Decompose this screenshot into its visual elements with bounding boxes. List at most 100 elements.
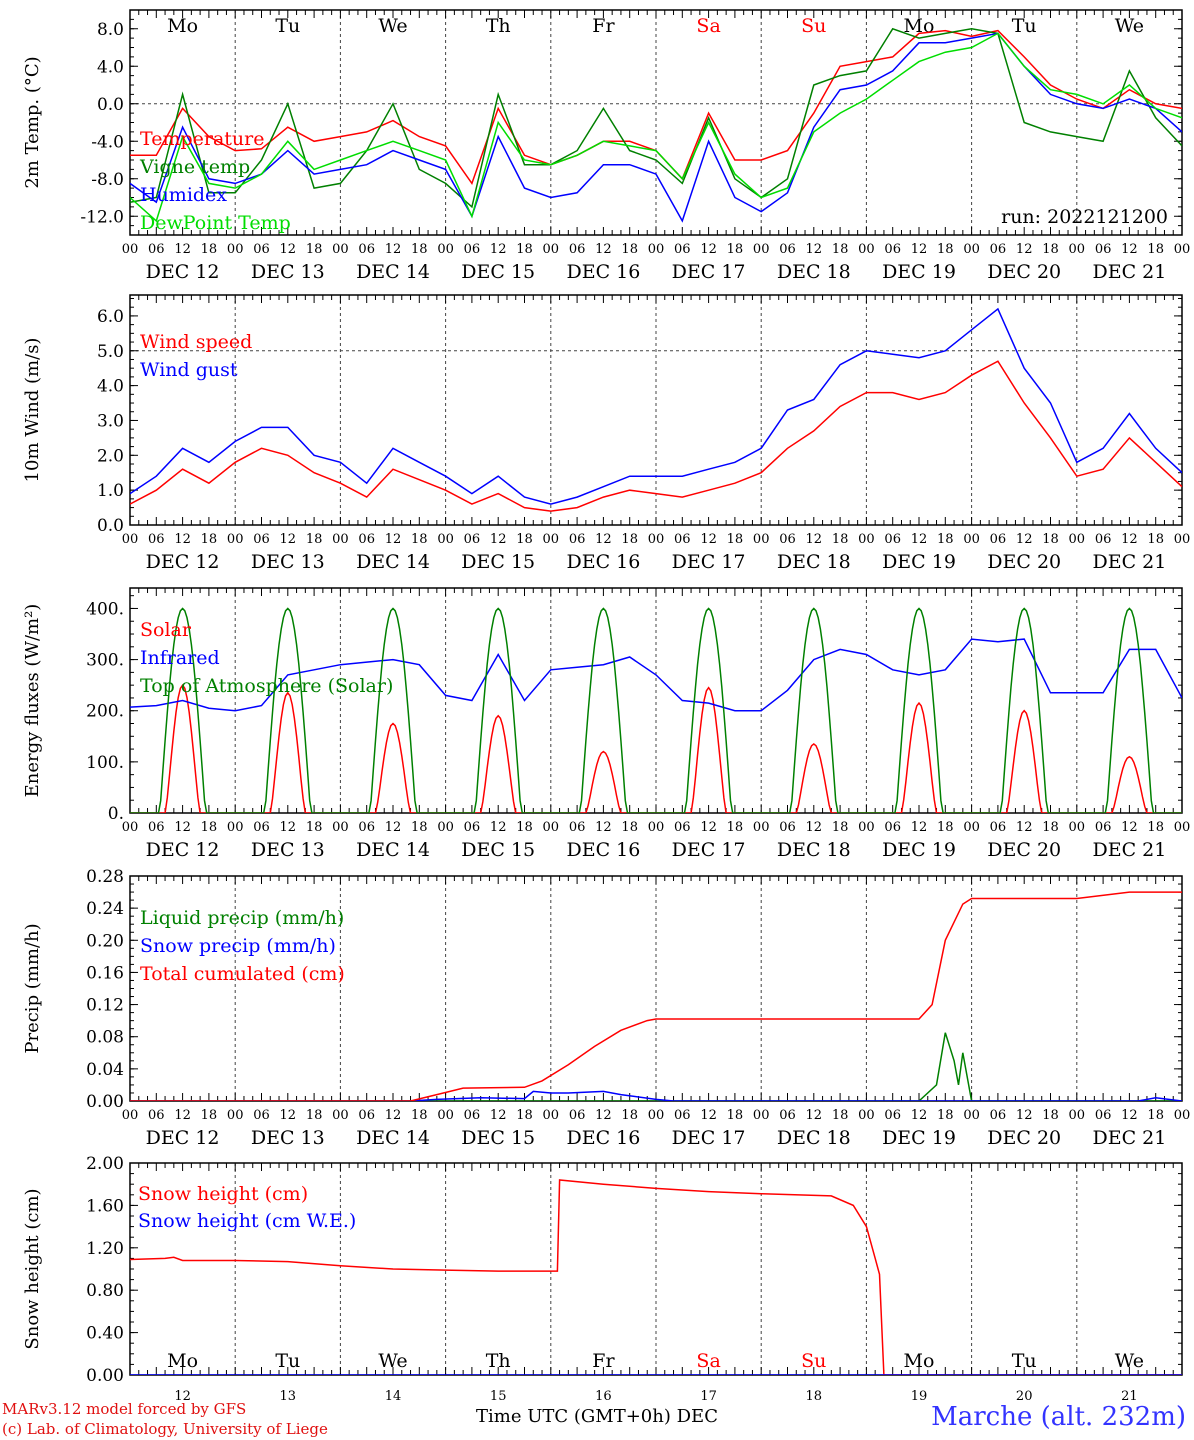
date-label: DEC 15	[461, 551, 535, 573]
y-tick-label: 2.00	[86, 1154, 124, 1174]
hour-tick-label: 00	[1174, 532, 1191, 547]
hour-tick-label: 00	[332, 820, 349, 835]
hour-tick-label: 12	[911, 242, 928, 257]
hour-tick-label: 18	[937, 1108, 954, 1123]
legend-entry: Vigne temp	[139, 156, 250, 178]
date-label: DEC 14	[356, 839, 430, 861]
y-tick-label: 0.40	[86, 1324, 124, 1344]
date-label: DEC 19	[882, 551, 956, 573]
weekday-label: Tu	[275, 1350, 300, 1372]
hour-tick-label: 06	[779, 820, 796, 835]
y-axis-label: Snow height (cm)	[22, 1188, 43, 1349]
hour-tick-label: 00	[332, 1108, 349, 1123]
hour-tick-label: 00	[227, 820, 244, 835]
date-label: DEC 16	[566, 1127, 640, 1149]
hour-tick-label: 00	[122, 820, 139, 835]
day-number-label: 13	[280, 1389, 297, 1404]
hour-tick-label: 06	[464, 532, 481, 547]
legend-entry: Snow height (cm)	[138, 1183, 308, 1205]
y-tick-label: 0.08	[86, 1028, 124, 1048]
hour-tick-label: 06	[884, 532, 901, 547]
weekday-label: Su	[801, 15, 826, 37]
date-label: DEC 12	[146, 839, 220, 861]
hour-tick-label: 18	[411, 532, 428, 547]
hour-tick-label: 06	[884, 1108, 901, 1123]
hour-tick-label: 06	[674, 242, 691, 257]
hour-tick-label: 06	[674, 820, 691, 835]
hour-tick-label: 12	[385, 532, 402, 547]
weekday-label: Th	[486, 1350, 511, 1372]
hour-tick-label: 18	[306, 532, 323, 547]
day-number-label: 17	[700, 1389, 717, 1404]
y-tick-label: 5.0	[97, 342, 124, 362]
hour-tick-label: 06	[569, 820, 586, 835]
y-tick-label: 1.60	[86, 1196, 124, 1216]
date-label: DEC 19	[882, 839, 956, 861]
y-tick-label: -12.0	[80, 207, 124, 227]
hour-tick-label: 06	[674, 1108, 691, 1123]
weekday-label: Su	[801, 1350, 826, 1372]
date-label: DEC 18	[777, 839, 851, 861]
y-axis-label: Precip (mm/h)	[22, 923, 43, 1053]
hour-tick-label: 00	[753, 1108, 770, 1123]
hour-tick-label: 18	[1147, 1108, 1164, 1123]
panel-1: -12.0 -8.0 -4.0 0.0 4.0 8.0 2m Temp. (°C) 00 06 1…	[22, 9, 1190, 283]
day-number-label: 21	[1121, 1389, 1138, 1404]
series-wind-speed-line	[130, 360, 1182, 512]
date-label: DEC 18	[777, 261, 851, 283]
hour-tick-label: 00	[963, 532, 980, 547]
series-snow-height-cm-line	[130, 1179, 1182, 1375]
hour-tick-label: 06	[569, 532, 586, 547]
panel-3: 0. 100. 200. 300. 400. Energy fluxes (W/m²) 00…	[22, 587, 1190, 861]
hour-tick-label: 06	[464, 242, 481, 257]
hour-tick-label: 00	[437, 820, 454, 835]
time-axis-title: Time UTC (GMT+0h)	[476, 1406, 671, 1427]
hour-tick-label: 18	[621, 532, 638, 547]
hour-tick-label: 18	[832, 242, 849, 257]
hour-tick-label: 18	[832, 1108, 849, 1123]
date-label: DEC 18	[777, 1127, 851, 1149]
date-label: DEC 21	[1092, 551, 1166, 573]
y-tick-label: 0.12	[86, 996, 124, 1016]
date-label: DEC 13	[251, 839, 325, 861]
legend-entry: Temperature	[140, 128, 264, 150]
hour-tick-label: 06	[1095, 820, 1112, 835]
date-label: DEC 12	[146, 261, 220, 283]
hour-tick-label: 00	[437, 242, 454, 257]
hour-tick-label: 00	[122, 532, 139, 547]
legend-entry: Snow precip (mm/h)	[140, 935, 336, 957]
hour-tick-label: 06	[253, 532, 270, 547]
hour-tick-label: 18	[1147, 532, 1164, 547]
weekday-label: Fr	[592, 1350, 615, 1372]
y-tick-label: -4.0	[91, 132, 124, 152]
hour-tick-label: 18	[621, 242, 638, 257]
weekday-label: Mo	[167, 15, 198, 37]
date-label: DEC 17	[672, 261, 746, 283]
hour-tick-label: 00	[858, 242, 875, 257]
y-tick-label: 0.80	[86, 1281, 124, 1301]
day-number-label: 15	[490, 1389, 507, 1404]
y-axis-label: Energy fluxes (W/m²)	[22, 604, 43, 798]
y-tick-label: 200.	[86, 702, 124, 722]
day-number-label: 12	[174, 1389, 191, 1404]
series-dewpoint-temp-line	[130, 32, 1182, 223]
y-tick-label: 0.	[108, 804, 124, 824]
series-top-of-atmosphere-solar-line	[130, 607, 1182, 813]
weekday-label: Tu	[1012, 1350, 1037, 1372]
hour-tick-label: 06	[358, 820, 375, 835]
hour-tick-label: 12	[174, 820, 191, 835]
hour-tick-label: 00	[543, 532, 560, 547]
y-tick-label: 400.	[86, 599, 124, 619]
hour-tick-label: 06	[569, 242, 586, 257]
hour-tick-label: 12	[385, 242, 402, 257]
hour-tick-label: 18	[201, 532, 218, 547]
hour-tick-label: 06	[779, 242, 796, 257]
plot-frame	[129, 587, 1183, 814]
hour-tick-label: 06	[884, 820, 901, 835]
hour-tick-label: 06	[779, 1108, 796, 1123]
hour-tick-label: 18	[516, 820, 533, 835]
y-tick-label: 300.	[86, 651, 124, 671]
weekday-label: Sa	[696, 1350, 720, 1372]
y-tick-label: 0.00	[86, 1366, 124, 1386]
legend-entry: Infrared	[140, 647, 220, 669]
